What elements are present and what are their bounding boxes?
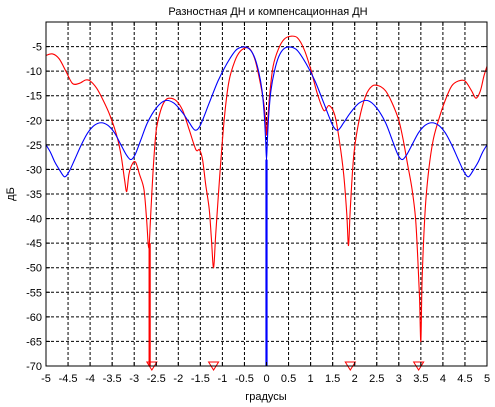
x-tick-label: 0 bbox=[263, 373, 269, 385]
x-tick-label: -5 bbox=[41, 373, 51, 385]
x-tick-label: 5 bbox=[484, 373, 490, 385]
x-tick-label: 3.5 bbox=[413, 373, 428, 385]
y-tick-label: -35 bbox=[26, 189, 42, 201]
y-tick-label: -60 bbox=[26, 312, 42, 324]
x-axis: -5 -4.5 -4 -3.5 -3 -2.5 -2 -1.5 -1 -0.5 0 0.5 1 1.5 2 2… bbox=[41, 22, 490, 385]
x-tick-label: 1 bbox=[308, 373, 314, 385]
y-tick-label: -15 bbox=[26, 91, 42, 103]
y-tick-label: -30 bbox=[26, 164, 42, 176]
y-axis-label: дБ bbox=[5, 187, 17, 201]
x-tick-label: -3 bbox=[129, 373, 139, 385]
x-tick-label: 2 bbox=[352, 373, 358, 385]
x-tick-label: 1.5 bbox=[325, 373, 340, 385]
x-tick-label: 3 bbox=[396, 373, 402, 385]
y-tick-label: -50 bbox=[26, 263, 42, 275]
y-axis: -5 -10 -15 -20 -25 -30 -35 -40 -45 -50 -55 -60 -65 -7… bbox=[26, 42, 487, 373]
y-tick-label: -45 bbox=[26, 238, 42, 250]
x-tick-label: -2.5 bbox=[147, 373, 166, 385]
y-tick-label: -65 bbox=[26, 336, 42, 348]
x-tick-label: -1.5 bbox=[191, 373, 210, 385]
series-layer bbox=[45, 35, 488, 366]
y-tick-label: -55 bbox=[26, 287, 42, 299]
chart-title: Разностная ДН и компенсационная ДН bbox=[168, 6, 367, 18]
x-tick-label: -0.5 bbox=[235, 373, 254, 385]
x-tick-label: 2.5 bbox=[369, 373, 384, 385]
series-line-1 bbox=[45, 35, 488, 342]
x-tick-label: -3.5 bbox=[103, 373, 122, 385]
series-line-2 bbox=[45, 46, 488, 178]
y-tick-label: -10 bbox=[26, 66, 42, 78]
x-tick-label: 0.5 bbox=[281, 373, 296, 385]
y-tick-label: -70 bbox=[26, 361, 42, 373]
x-tick-label: 4 bbox=[440, 373, 446, 385]
x-tick-label: 4.5 bbox=[457, 373, 472, 385]
y-tick-label: -40 bbox=[26, 214, 42, 226]
x-tick-label: -4 bbox=[85, 373, 95, 385]
y-tick-label: -20 bbox=[26, 115, 42, 127]
x-tick-label: -4.5 bbox=[59, 373, 78, 385]
y-tick-label: -25 bbox=[26, 140, 42, 152]
x-tick-label: -2 bbox=[173, 373, 183, 385]
x-axis-label: градусы bbox=[245, 391, 287, 403]
x-tick-label: -1 bbox=[218, 373, 228, 385]
y-tick-label: -5 bbox=[32, 42, 42, 54]
